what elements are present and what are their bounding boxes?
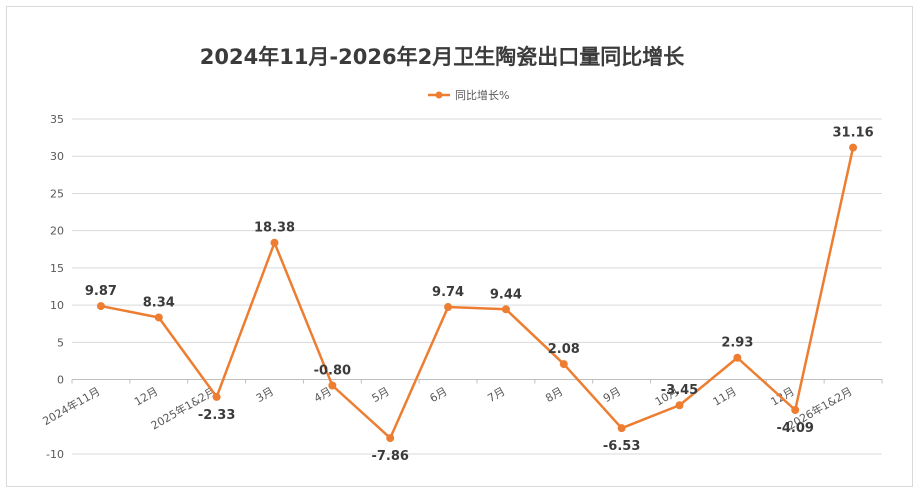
y-tick-label: 30	[50, 150, 64, 163]
data-labels: 9.87 8.34 -2.33 18.38 -0.80 -7.86 9.74 9.44 2.08…	[85, 126, 874, 464]
y-tick-label: 5	[57, 336, 64, 349]
x-tick-label: 8月	[543, 385, 565, 405]
data-label: -7.86	[371, 449, 408, 464]
x-tick-label: 12月	[132, 385, 160, 409]
data-label: 9.44	[490, 287, 522, 302]
series-points	[96, 143, 858, 443]
data-label: -4.09	[776, 421, 813, 436]
legend-dot-marker	[435, 91, 443, 99]
data-label: -6.53	[603, 439, 640, 454]
data-label: 9.74	[432, 285, 464, 300]
x-tick-label: 5月	[370, 385, 392, 405]
data-point	[270, 238, 279, 247]
y-tick-label: 25	[50, 187, 64, 200]
data-point	[96, 302, 105, 311]
x-tick-label: 7月	[485, 385, 507, 405]
x-tick-label: 6月	[427, 385, 449, 405]
x-tick-label: 9月	[601, 385, 623, 405]
y-tick-label: 35	[50, 113, 64, 126]
data-point	[675, 401, 684, 410]
legend: 同比增长%	[428, 88, 509, 102]
data-label: 2.93	[721, 336, 753, 351]
chart-title: 2024年11月-2026年2月卫生陶瓷出口量同比增长	[200, 45, 685, 69]
data-point	[617, 424, 626, 433]
data-label: 18.38	[254, 221, 295, 236]
data-point	[791, 406, 800, 415]
y-axis-ticks: 35 30 25 20 15 10 5 0 -10	[46, 113, 64, 461]
data-label: -0.80	[314, 364, 351, 379]
data-point	[386, 434, 395, 443]
data-point	[444, 303, 453, 312]
data-label: -2.33	[198, 408, 235, 423]
data-point	[212, 392, 221, 401]
x-tick-label: 3月	[254, 385, 276, 405]
data-label: 2.08	[548, 342, 580, 357]
data-label: 9.87	[85, 284, 117, 299]
data-point	[559, 360, 568, 369]
data-label: -3.45	[661, 383, 698, 398]
series-line-path	[100, 147, 855, 440]
data-point	[501, 305, 510, 314]
y-tick-label: 15	[50, 262, 64, 275]
data-point	[328, 381, 337, 390]
legend-label: 同比增长%	[455, 88, 509, 102]
y-tick-label: 10	[50, 299, 64, 312]
chart-frame	[6, 6, 913, 487]
data-label: 8.34	[143, 295, 175, 310]
y-tick-label: 20	[50, 225, 64, 238]
y-tick-label: -10	[46, 448, 64, 461]
y-tick-label: 0	[57, 374, 64, 387]
x-tick-label: 11月	[711, 385, 739, 409]
data-point	[849, 143, 858, 152]
data-point	[733, 353, 742, 362]
data-label: 31.16	[833, 126, 874, 141]
data-point	[154, 313, 163, 322]
x-tick-label: 2024年11月	[40, 384, 102, 428]
series-line	[100, 147, 855, 440]
